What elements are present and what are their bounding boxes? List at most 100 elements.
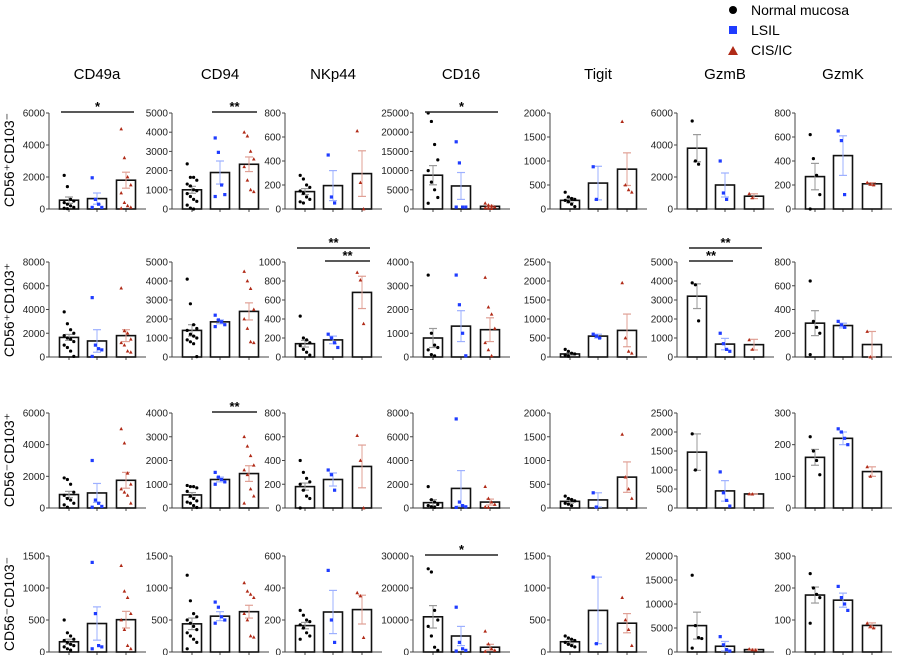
data-point-normal-mucosa — [185, 328, 189, 332]
data-point-normal-mucosa — [563, 640, 567, 645]
data-point-lsil — [728, 504, 732, 508]
panel-gzmb-row-4: 0 5000 10000 15000 20000 — [645, 552, 774, 655]
y-tick-label: 4000 — [146, 128, 169, 139]
y-tick-label: 4000 — [651, 141, 674, 152]
data-point-normal-mucosa — [188, 340, 192, 344]
data-point-lsil — [594, 505, 598, 509]
data-point-normal-mucosa — [573, 205, 577, 209]
data-point-lsil — [718, 635, 722, 639]
data-point-normal-mucosa — [811, 157, 816, 161]
data-point-normal-mucosa — [62, 173, 66, 177]
data-point-cis-ic — [119, 487, 123, 491]
data-point-normal-mucosa — [305, 350, 309, 354]
data-point-cis-ic — [119, 127, 123, 131]
y-tick-label: 600 — [264, 296, 281, 307]
data-point-normal-mucosa — [433, 608, 437, 613]
data-point-lsil — [216, 150, 220, 154]
data-point-normal-mucosa — [563, 190, 567, 194]
data-point-cis-ic — [125, 203, 130, 208]
data-point-lsil — [454, 273, 458, 277]
data-point-lsil — [333, 341, 337, 345]
data-point-cis-ic — [242, 580, 246, 585]
significance-label: ** — [229, 399, 240, 414]
y-tick-label: 1000 — [524, 456, 547, 467]
data-point-normal-mucosa — [566, 496, 571, 501]
data-point-lsil — [843, 325, 847, 329]
data-point-normal-mucosa — [808, 133, 812, 137]
data-point-cis-ic — [623, 618, 628, 622]
y-tick-label: 1500 — [524, 133, 547, 144]
data-point-lsil — [213, 194, 217, 199]
data-point-lsil — [93, 498, 97, 502]
data-point-cis-ic — [248, 339, 253, 344]
data-point-lsil — [836, 584, 840, 588]
data-point-cis-ic — [245, 279, 250, 283]
data-point-normal-mucosa — [811, 586, 816, 590]
data-point-cis-ic — [242, 317, 246, 321]
data-point-normal-mucosa — [815, 592, 819, 597]
data-point-normal-mucosa — [305, 618, 309, 622]
data-point-normal-mucosa — [308, 496, 312, 501]
data-point-cis-ic — [245, 618, 250, 622]
data-point-lsil — [464, 354, 468, 358]
bar-lsil — [209, 478, 231, 509]
y-tick-label: 0 — [403, 205, 409, 216]
data-point-normal-mucosa — [195, 505, 199, 510]
data-point-lsil — [90, 205, 94, 209]
y-tick-label: 2000 — [651, 173, 674, 184]
data-point-cis-ic — [125, 471, 130, 475]
y-tick-label: 6000 — [23, 281, 46, 292]
data-point-lsil — [836, 319, 840, 323]
column-title: GzmK — [822, 66, 864, 83]
data-point-normal-mucosa — [690, 281, 694, 285]
data-point-normal-mucosa — [298, 200, 302, 204]
data-point-normal-mucosa — [65, 631, 69, 635]
data-point-lsil — [220, 183, 224, 187]
y-tick-label: 0 — [540, 205, 546, 216]
data-point-cis-ic — [626, 349, 631, 353]
data-point-normal-mucosa — [693, 624, 698, 628]
data-point-lsil — [220, 320, 224, 324]
data-point-lsil — [97, 644, 101, 648]
data-point-cis-ic — [125, 493, 130, 497]
data-point-cis-ic — [630, 351, 634, 355]
data-point-cis-ic — [753, 648, 758, 652]
data-point-cis-ic — [626, 187, 631, 192]
y-tick-label: 0 — [162, 648, 168, 655]
data-point-lsil — [90, 458, 94, 463]
data-point-normal-mucosa — [185, 203, 189, 207]
data-point-cis-ic — [623, 475, 628, 479]
data-point-cis-ic — [242, 468, 246, 472]
data-point-cis-ic — [355, 433, 359, 437]
data-point-normal-mucosa — [308, 197, 312, 201]
data-point-normal-mucosa — [815, 173, 819, 177]
y-tick-label: 4000 — [387, 258, 410, 269]
data-point-lsil — [97, 202, 101, 206]
data-point-cis-ic — [252, 340, 256, 345]
data-point-normal-mucosa — [433, 343, 437, 347]
data-point-lsil — [457, 640, 461, 644]
data-point-normal-mucosa — [65, 640, 69, 645]
data-point-cis-ic — [865, 621, 869, 625]
y-tick-label: 2000 — [387, 305, 410, 316]
y-tick-label: 20000 — [381, 128, 409, 139]
data-point-cis-ic — [252, 463, 256, 467]
data-point-cis-ic — [493, 502, 497, 506]
data-point-cis-ic — [623, 183, 628, 187]
y-tick-label: 200 — [264, 480, 281, 491]
data-point-normal-mucosa — [72, 490, 76, 494]
data-point-normal-mucosa — [690, 646, 694, 650]
data-point-cis-ic — [252, 157, 256, 161]
data-point-normal-mucosa — [308, 185, 312, 189]
data-point-normal-mucosa — [69, 337, 73, 341]
column-title: GzmB — [704, 66, 746, 83]
data-point-normal-mucosa — [298, 623, 302, 627]
legend-label: Normal mucosa — [751, 2, 850, 18]
y-tick-label: 800 — [264, 277, 281, 288]
data-point-cis-ic — [868, 182, 873, 186]
data-point-normal-mucosa — [192, 188, 196, 192]
data-point-lsil — [100, 645, 104, 649]
data-point-cis-ic — [483, 275, 487, 279]
data-point-cis-ic — [747, 491, 751, 496]
data-point-cis-ic — [242, 164, 246, 169]
